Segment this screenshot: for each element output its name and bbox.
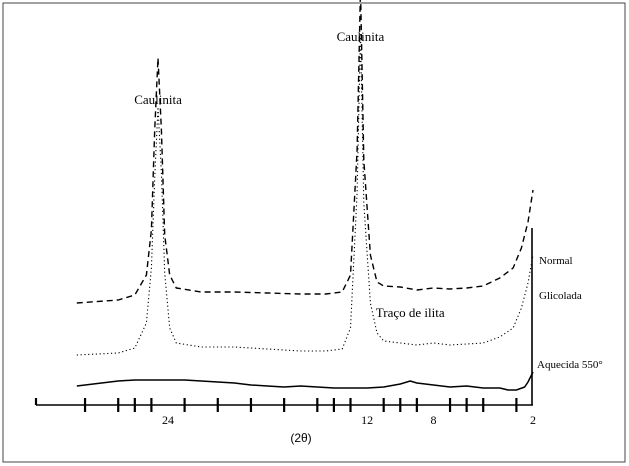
annotation-1: Caulinita	[337, 29, 385, 44]
x-tick-label-2: 8	[430, 413, 436, 427]
label-layer: Normal Glicolada Aquecida 550° 24 12 8 2 Caulin…	[134, 29, 603, 427]
series-line-2	[76, 371, 534, 391]
series-line-1	[76, 32, 534, 356]
series-label-1: Glicolada	[539, 290, 582, 302]
tick-layer	[83, 398, 518, 412]
x-tick-label-0: 24	[162, 413, 174, 427]
series-label-0: Normal	[539, 255, 573, 267]
series-layer	[76, 0, 534, 391]
x-axis-label: (2θ)	[290, 431, 311, 445]
series-label-2: Aquecida 550°	[537, 359, 603, 371]
x-tick-label-3: 2	[530, 413, 536, 427]
series-line-0	[76, 0, 534, 304]
annotation-2: Traço de ilita	[376, 305, 445, 320]
x-tick-label-1: 12	[361, 413, 373, 427]
annotation-0: Caulinita	[134, 92, 182, 107]
